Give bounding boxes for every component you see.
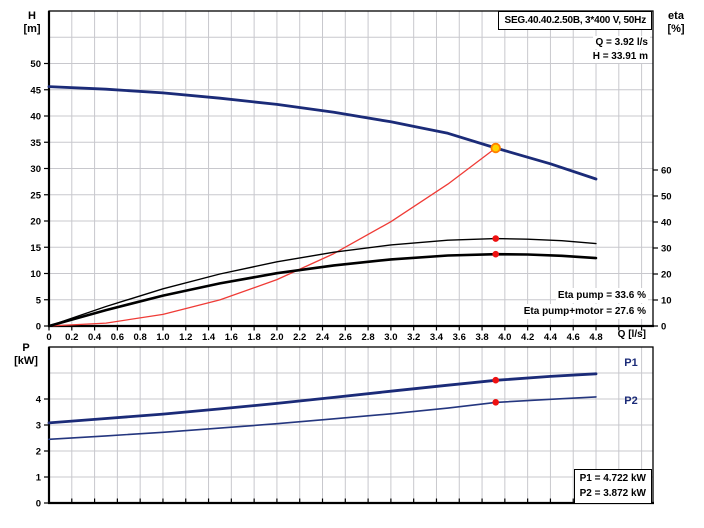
duty-flow-value: Q = 3.92 l/s: [593, 36, 650, 49]
p-axis-title-line1: P: [22, 342, 30, 354]
eta-annotations: Eta pump = 33.6 % Eta pump+motor = 27.6 …: [521, 288, 648, 320]
eta-pump-point: [492, 235, 500, 242]
power-values-box: P1 = 4.722 kW P2 = 3.872 kW: [573, 469, 652, 504]
tick-label: 3.0: [384, 332, 397, 343]
h-axis-title-line2: [m]: [23, 23, 41, 35]
eta-pump-motor-curve: [47, 252, 598, 328]
tick-label: 4.4: [544, 332, 558, 343]
tick-label: 4.8: [589, 332, 602, 343]
tick-label: 3.2: [407, 332, 420, 343]
eta-axis-title-line1: eta: [668, 10, 684, 22]
tick-label: 2: [36, 447, 41, 458]
eta-pump-annotation: Eta pump = 33.6 %: [555, 288, 648, 303]
tick-label: 2.8: [361, 332, 374, 343]
tick-label: 1: [36, 473, 42, 484]
duty-point: [490, 142, 501, 154]
h-axis-title: H [m]: [14, 10, 50, 36]
p2-value: P2 = 3.872 kW: [579, 487, 646, 499]
tick-label: 40: [661, 218, 672, 229]
p1-curve: [47, 372, 598, 425]
tick-label: 4: [36, 395, 42, 406]
tick-label: 2.6: [339, 332, 352, 343]
tick-label: 3.4: [430, 332, 444, 343]
tick-label: 2.2: [293, 332, 306, 343]
tick-label: 20: [30, 217, 41, 228]
tick-label: 4.2: [521, 332, 534, 343]
tick-label: 50: [30, 59, 41, 70]
tick-label: 4.6: [567, 332, 580, 343]
tick-label: 30: [30, 164, 41, 175]
tick-label: 0.6: [111, 332, 124, 343]
tick-label: 50: [661, 192, 672, 203]
tick-label: 3.8: [475, 332, 488, 343]
tick-label: 30: [661, 244, 672, 255]
system-curve: [48, 147, 497, 327]
tick-label: 2.0: [270, 332, 283, 343]
tick-label: 0.2: [65, 332, 78, 343]
h-axis-title-line1: H: [28, 10, 36, 22]
duty-head-value: H = 33.91 m: [590, 50, 650, 63]
tick-label: 1.0: [156, 332, 169, 343]
eta-axis-title-line2: [%]: [667, 23, 685, 35]
tick-label: 5: [36, 295, 42, 306]
eta-pump-motor-annotation: Eta pump+motor = 27.6 %: [521, 304, 648, 319]
duty-values: Q = 3.92 l/s H = 33.91 m: [590, 36, 650, 64]
tick-label: 0: [36, 499, 41, 510]
tick-label: 1.4: [202, 332, 216, 343]
tick-label: 2.4: [316, 332, 330, 343]
pump-type-title-box: SEG.40.40.2.50B, 3*400 V, 50Hz: [498, 11, 652, 30]
p1-value: P1 = 4.722 kW: [579, 473, 646, 484]
tick-label: 3.6: [453, 332, 466, 343]
p1-curve-label: P1: [624, 357, 638, 369]
p-axis-title: P [kW]: [8, 342, 44, 368]
tick-label: 45: [30, 85, 41, 96]
eta-pump-motor-point: [492, 250, 500, 258]
p2-curve-label: P2: [624, 395, 638, 407]
tick-label: 15: [30, 243, 41, 254]
eta-pump-curve: [48, 237, 597, 327]
eta-axis-title: eta [%]: [658, 10, 694, 36]
tick-label: 0.8: [134, 332, 147, 343]
tick-label: 25: [30, 190, 41, 201]
q-axis-title: Q [l/s]: [617, 329, 646, 340]
tick-label: 0: [46, 332, 51, 343]
tick-label: 10: [30, 269, 41, 280]
tick-label: 0: [661, 322, 666, 333]
tick-label: 40: [30, 112, 41, 123]
tick-label: 10: [661, 296, 672, 307]
p1-point: [492, 376, 500, 384]
tick-label: 0.4: [88, 332, 102, 343]
tick-label: 0: [36, 322, 41, 333]
p-axis-title-line2: [kW]: [14, 355, 38, 367]
tick-label: 4.0: [498, 332, 511, 343]
tick-label: 1.6: [225, 332, 238, 343]
p2-point: [492, 399, 500, 406]
head-curve: [47, 85, 598, 181]
tick-label: 3: [36, 421, 41, 432]
tick-label: 20: [661, 270, 672, 281]
tick-label: 60: [661, 166, 672, 177]
tick-label: 1.2: [179, 332, 192, 343]
tick-label: 1.8: [248, 332, 261, 343]
tick-label: 35: [30, 138, 41, 149]
power-chart: 0 1 2 3 4: [36, 346, 654, 510]
p2-curve: [48, 396, 597, 441]
